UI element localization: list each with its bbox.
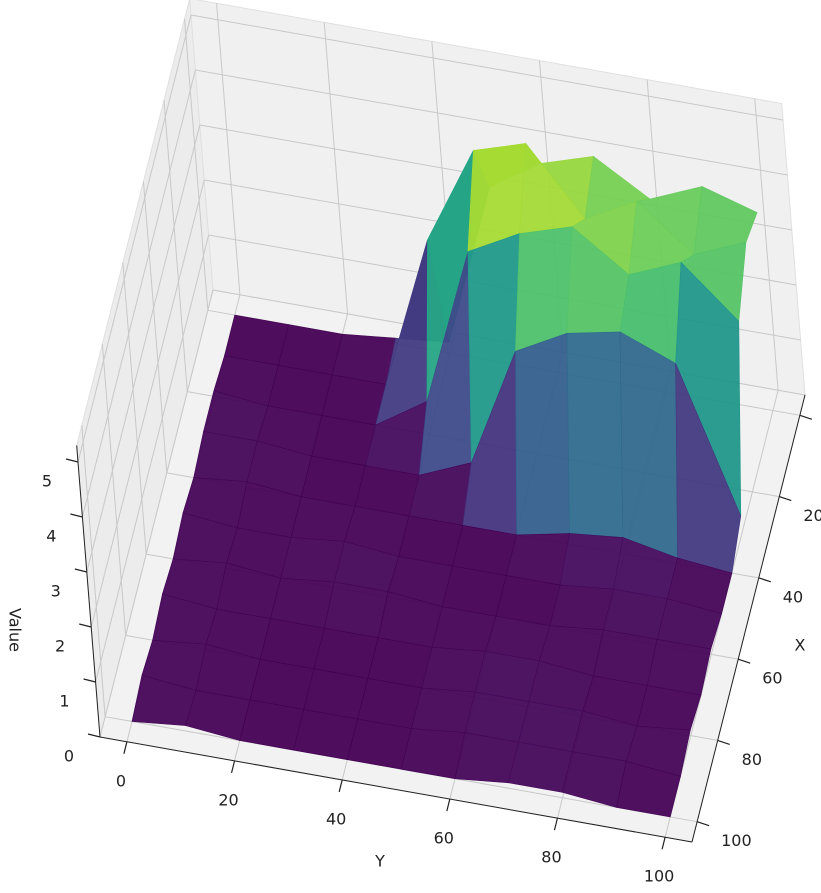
surface-patch	[411, 688, 475, 733]
surface-patch	[515, 227, 572, 352]
tick-mark	[339, 780, 342, 792]
surface-patch	[567, 332, 623, 538]
x-tick-label: 20	[803, 506, 821, 525]
tick-mark	[447, 799, 450, 811]
tick-mark	[84, 679, 96, 682]
tick-mark	[697, 822, 709, 826]
x-tick-label: 100	[721, 831, 752, 850]
x-tick-label: 40	[783, 587, 803, 606]
tick-mark	[124, 742, 127, 754]
y-tick-label: 20	[218, 790, 238, 809]
y-tick-label: 60	[434, 829, 454, 848]
y-tick-label: 40	[326, 809, 346, 828]
surface-patch	[281, 537, 345, 582]
surface-patch	[401, 729, 465, 779]
z-tick-label: 5	[42, 472, 52, 491]
surface-patch	[294, 710, 358, 760]
z-tick-label: 2	[55, 637, 65, 656]
tick-mark	[79, 624, 91, 627]
y-tick-label: 0	[116, 771, 126, 790]
tick-mark	[232, 761, 235, 773]
x-axis-title: X	[795, 636, 806, 655]
x-tick-label: 80	[742, 750, 762, 769]
y-tick-label: 100	[644, 867, 675, 886]
y-tick-label: 80	[541, 848, 561, 867]
surface-patch	[455, 733, 519, 783]
tick-mark	[66, 459, 78, 462]
surface-patch	[560, 534, 623, 590]
y-axis-title: Y	[374, 852, 385, 871]
tick-mark	[662, 837, 665, 849]
tick-mark	[738, 659, 750, 663]
tick-mark	[88, 734, 100, 737]
tick-mark	[75, 569, 87, 572]
tick-mark	[70, 514, 82, 517]
z-tick-label: 0	[64, 747, 74, 766]
surface-patch	[593, 630, 657, 686]
surface-patch	[647, 639, 711, 695]
tick-mark	[554, 818, 557, 830]
surface-patch	[422, 647, 486, 692]
surface-patch	[324, 582, 388, 638]
surface-patch	[550, 585, 614, 630]
z-tick-label: 1	[59, 692, 69, 711]
surface-patch	[194, 432, 258, 482]
surface-patch	[620, 332, 678, 558]
surface-patch	[515, 333, 569, 535]
tick-mark	[718, 740, 730, 744]
z-axis-title: Value	[6, 608, 25, 652]
chart: 020406080100020406080100012345 X Y Value	[0, 0, 821, 889]
z-tick-label: 4	[46, 527, 56, 546]
z-tick-label: 3	[51, 582, 61, 601]
tick-mark	[779, 497, 791, 501]
x-tick-label: 60	[762, 669, 782, 688]
tick-mark	[759, 578, 771, 582]
tick-mark	[800, 415, 812, 419]
